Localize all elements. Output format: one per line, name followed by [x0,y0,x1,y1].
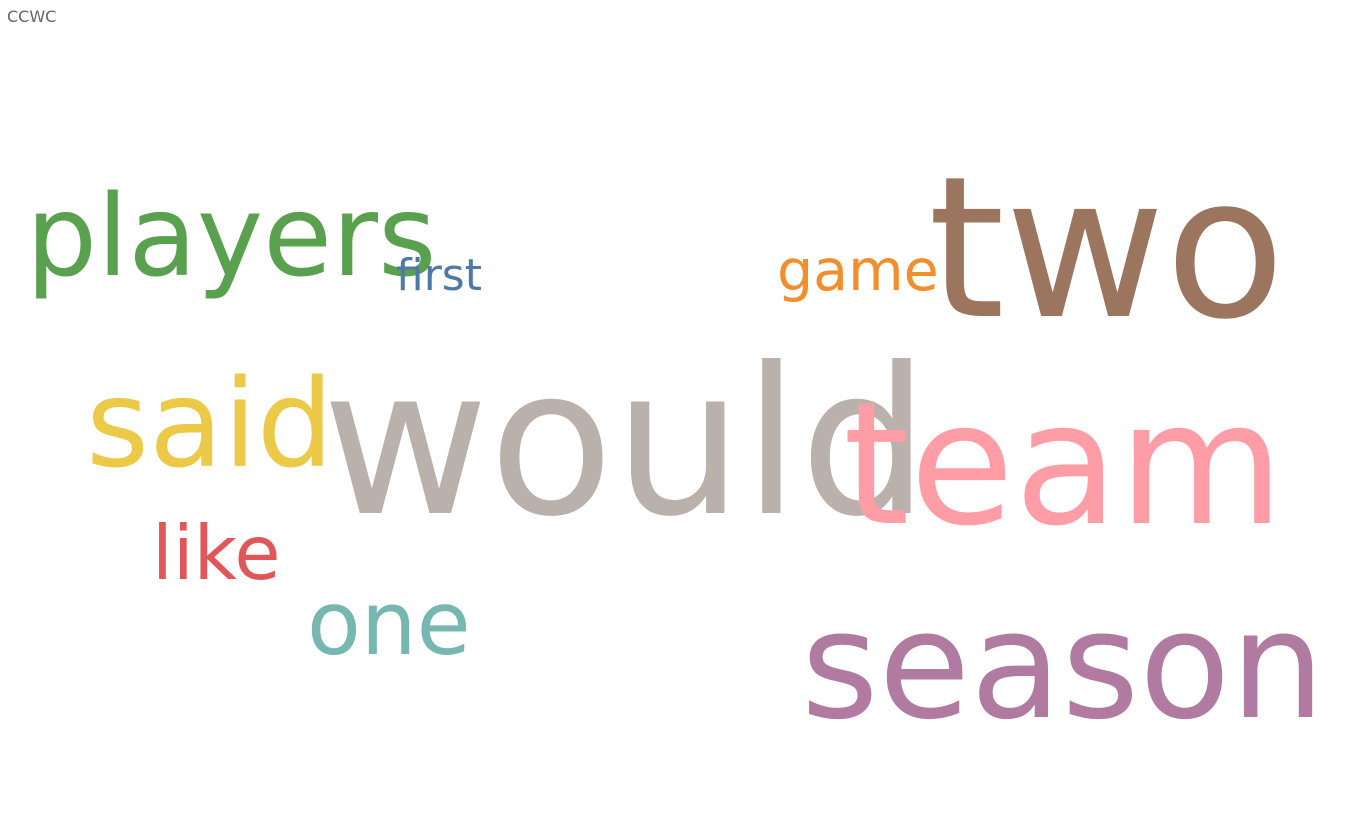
word-game: game [777,238,939,304]
word-season: season [801,580,1325,753]
word-players: players [26,172,437,302]
word-first: first [396,250,482,301]
word-would: would [322,325,930,562]
chart-title: CCWC [7,7,57,26]
word-two: two [928,135,1286,363]
word-said: said [86,354,334,495]
word-like: like [152,509,281,597]
word-one: one [307,572,471,675]
word-team: team [843,366,1285,564]
